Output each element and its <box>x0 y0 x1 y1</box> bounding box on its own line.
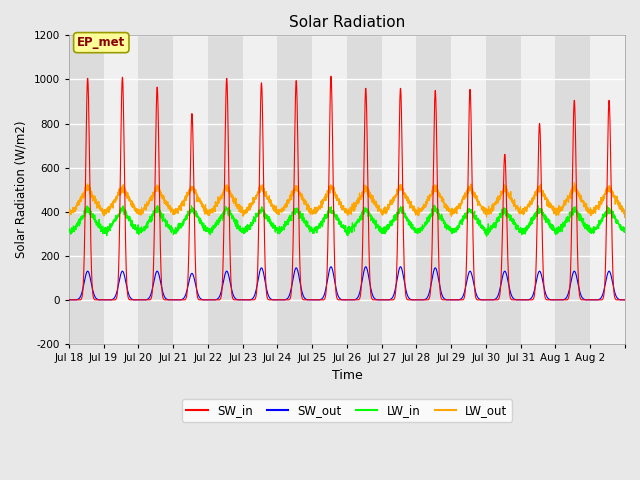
SW_in <box>621 297 629 303</box>
LW_in <box>476 217 484 223</box>
LW_out <box>436 192 444 197</box>
Bar <box>312 36 347 344</box>
SW_out <box>492 296 500 301</box>
Line: LW_in: LW_in <box>69 205 625 236</box>
Bar <box>173 36 208 344</box>
Bar <box>277 36 312 344</box>
SW_out <box>161 294 168 300</box>
SW_in <box>492 297 500 303</box>
SW_in <box>327 73 335 79</box>
Bar <box>208 36 243 344</box>
LW_out <box>492 198 500 204</box>
Bar <box>347 36 381 344</box>
SW_out <box>397 264 404 270</box>
SW_in <box>65 297 73 303</box>
SW_in <box>425 296 433 302</box>
LW_in <box>65 228 73 234</box>
Bar <box>417 36 451 344</box>
LW_in <box>621 229 629 235</box>
SW_in <box>476 297 484 303</box>
SW_out <box>65 297 73 303</box>
Bar <box>138 36 173 344</box>
Line: LW_out: LW_out <box>69 183 625 217</box>
Line: SW_in: SW_in <box>69 76 625 300</box>
LW_out <box>500 186 508 192</box>
SW_out <box>621 297 629 303</box>
Y-axis label: Solar Radiation (W/m2): Solar Radiation (W/m2) <box>15 121 28 258</box>
Bar <box>521 36 556 344</box>
SW_out <box>476 297 484 302</box>
Legend: SW_in, SW_out, LW_in, LW_out: SW_in, SW_out, LW_in, LW_out <box>182 399 512 421</box>
LW_out <box>476 203 484 209</box>
SW_in <box>161 297 168 303</box>
LW_out <box>621 215 628 220</box>
Title: Solar Radiation: Solar Radiation <box>289 15 405 30</box>
Bar <box>486 36 521 344</box>
SW_out <box>436 284 444 289</box>
SW_in <box>500 154 508 159</box>
LW_in <box>425 217 433 223</box>
LW_in <box>500 206 508 212</box>
LW_out <box>425 194 433 200</box>
SW_in <box>436 285 444 291</box>
Bar <box>243 36 277 344</box>
LW_in <box>430 202 438 208</box>
Text: EP_met: EP_met <box>77 36 125 49</box>
Bar <box>556 36 590 344</box>
LW_out <box>571 180 579 186</box>
SW_out <box>425 291 433 297</box>
Line: SW_out: SW_out <box>69 267 625 300</box>
LW_out <box>65 211 73 217</box>
SW_out <box>500 268 508 274</box>
Bar <box>104 36 138 344</box>
Bar <box>590 36 625 344</box>
LW_out <box>621 212 629 217</box>
Bar <box>381 36 417 344</box>
LW_in <box>161 218 168 224</box>
LW_out <box>161 200 168 205</box>
Bar <box>69 36 104 344</box>
LW_in <box>483 233 490 239</box>
LW_in <box>493 217 500 223</box>
LW_in <box>436 213 444 218</box>
X-axis label: Time: Time <box>332 369 362 382</box>
Bar <box>451 36 486 344</box>
